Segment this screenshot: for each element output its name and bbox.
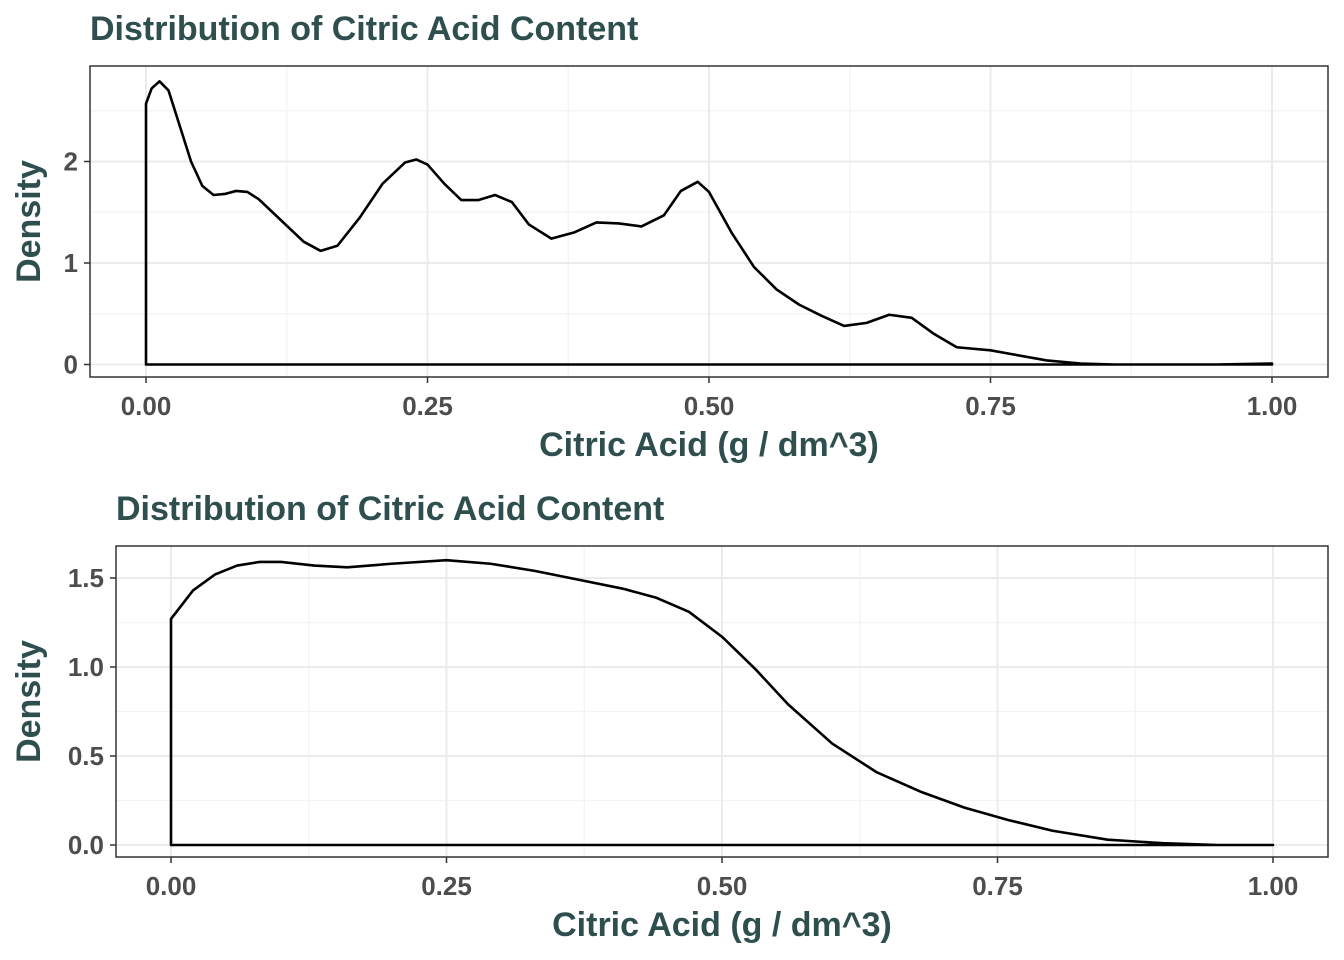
grid [90,66,1328,377]
x-tick-label: 0.75 [972,871,1023,901]
chart-title: Distribution of Citric Acid Content [116,490,664,528]
density-curve [144,80,1274,366]
x-tick-label: 0.75 [965,391,1016,421]
x-tick-label: 1.00 [1247,391,1298,421]
y-tick-label: 1.0 [68,652,104,682]
x-tick-label: 0.25 [421,871,472,901]
y-tick-label: 1 [64,248,78,278]
y-tick-label: 0.0 [68,830,104,860]
density-plot-panel-bottom: 0.00 0.25 0.50 0.75 1.00 0.0 0.5 1.0 1.5 Distribu… [10,490,1329,944]
density-plot-panel-top: 0.00 0.25 0.50 0.75 1.00 0 1 2 Distribution of C… [10,10,1329,464]
x-axis-title: Citric Acid (g / dm^3) [552,906,892,944]
x-tick-label: 0.00 [146,871,197,901]
y-tick-label: 2 [64,147,78,177]
chart-title: Distribution of Citric Acid Content [90,10,638,48]
x-axis-title: Citric Acid (g / dm^3) [539,426,879,464]
y-tick-label: 0.5 [68,741,104,771]
y-axis-title: Density [10,160,48,283]
y-tick-label: 1.5 [68,563,104,593]
x-tick-label: 0.50 [684,391,735,421]
x-tick-label: 0.00 [121,391,172,421]
density-curve [169,558,1275,847]
y-axis-title: Density [10,640,48,763]
x-tick-label: 0.50 [697,871,748,901]
x-tick-label: 0.25 [402,391,453,421]
grid [116,546,1328,857]
y-tick-label: 0 [64,350,78,380]
x-tick-label: 1.00 [1248,871,1299,901]
